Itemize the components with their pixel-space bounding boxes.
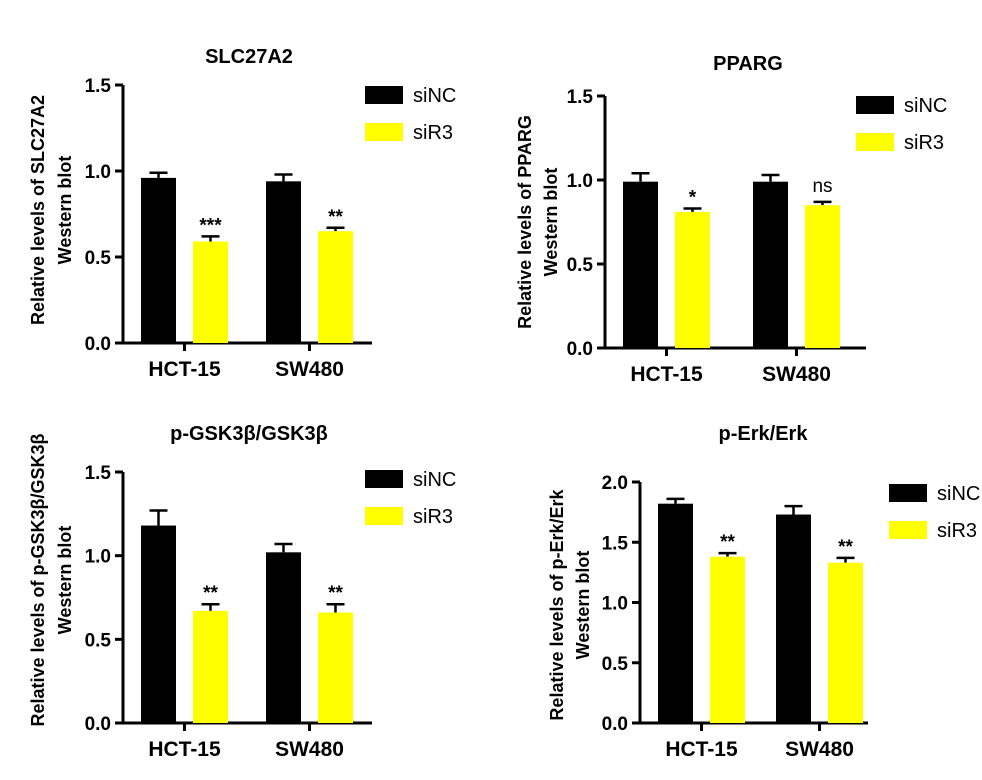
category-label: SW480 xyxy=(785,738,854,761)
y-tick-label: 1.0 xyxy=(567,171,593,192)
significance-label: * xyxy=(689,188,697,209)
bar-sir3-sw480 xyxy=(318,231,353,343)
y-axis-label-line-2: Western blot xyxy=(573,551,593,660)
chart-panel-3: p-GSK3β/GSK3β Relative levels of p-GSK3β/… xyxy=(28,423,456,761)
legend-label-sir3: siR3 xyxy=(937,520,977,542)
bar-sir3-sw480 xyxy=(318,612,353,723)
y-tick-label: 0.5 xyxy=(85,630,112,651)
category-label: HCT-15 xyxy=(665,738,738,761)
y-tick-label: 0.5 xyxy=(602,654,629,675)
legend-swatch-sinc xyxy=(365,470,403,488)
significance-label: ** xyxy=(328,207,343,228)
y-tick-label: 0.0 xyxy=(85,334,111,355)
legend-swatch-sir3 xyxy=(365,123,403,141)
bar-sir3-hct-15 xyxy=(193,610,228,723)
chart-title: PPARG xyxy=(713,53,783,75)
significance-label: ns xyxy=(812,176,832,197)
chart-title: p-Erk/Erk xyxy=(719,423,809,445)
legend-label-sinc: siNC xyxy=(904,95,947,117)
legend-label-sinc: siNC xyxy=(413,85,456,107)
legend-label-sinc: siNC xyxy=(937,483,980,505)
legend-swatch-sinc xyxy=(365,86,403,104)
significance-label: ** xyxy=(328,583,343,604)
bar-sinc-hct-15 xyxy=(141,525,176,723)
legend-swatch-sinc xyxy=(856,96,894,114)
chart-panel-4: p-Erk/Erk Relative levels of p-Erk/Erk Wes… xyxy=(547,423,980,761)
y-tick-label: 2.0 xyxy=(602,473,628,494)
bar-sir3-hct-15 xyxy=(193,241,228,343)
category-label: SW480 xyxy=(275,738,344,761)
legend-label-sinc: siNC xyxy=(413,469,456,491)
y-axis-label-line-1: Relative levels of PPARG xyxy=(515,115,535,329)
y-axis-label-line-1: Relative levels of p-Erk/Erk xyxy=(547,488,567,720)
y-tick-label: 1.0 xyxy=(85,162,111,183)
bar-sir3-hct-15 xyxy=(675,211,710,348)
legend-label-sir3: siR3 xyxy=(904,132,944,154)
category-label: SW480 xyxy=(275,358,344,381)
chart-title: p-GSK3β/GSK3β xyxy=(170,423,328,445)
category-label: HCT-15 xyxy=(630,363,703,386)
legend-swatch-sir3 xyxy=(365,507,403,525)
y-tick-label: 0.5 xyxy=(567,255,594,276)
y-tick-label: 0.0 xyxy=(567,339,593,360)
category-label: SW480 xyxy=(762,363,831,386)
legend-label-sir3: siR3 xyxy=(413,122,453,144)
significance-label: ** xyxy=(203,583,218,604)
y-axis-label-line-2: Western blot xyxy=(55,526,75,635)
significance-label: ** xyxy=(838,537,853,558)
bar-sinc-sw480 xyxy=(753,181,788,348)
legend-swatch-sinc xyxy=(889,484,927,502)
bar-sir3-hct-15 xyxy=(710,556,745,723)
bar-sinc-sw480 xyxy=(266,552,301,723)
category-label: HCT-15 xyxy=(148,358,221,381)
bar-sir3-sw480 xyxy=(828,562,863,723)
y-axis-label-line-1: Relative levels of p-GSK3β/GSK3β xyxy=(28,433,48,726)
significance-label: ** xyxy=(720,532,735,553)
legend-swatch-sir3 xyxy=(856,133,894,151)
y-tick-label: 0.0 xyxy=(602,714,628,735)
y-tick-label: 0.5 xyxy=(85,248,112,269)
chart-panel-2: PPARG Relative levels of PPARG Western blo… xyxy=(515,53,947,386)
legend-label-sir3: siR3 xyxy=(413,506,453,528)
chart-panel-1: SLC27A2 Relative levels of SLC27A2 Western… xyxy=(28,46,456,381)
y-tick-label: 1.5 xyxy=(567,87,594,108)
y-tick-label: 1.5 xyxy=(85,76,112,97)
y-tick-label: 0.0 xyxy=(85,714,111,735)
category-label: HCT-15 xyxy=(148,738,221,761)
bar-sir3-sw480 xyxy=(805,205,840,348)
y-tick-label: 1.0 xyxy=(85,547,111,568)
y-tick-label: 1.0 xyxy=(602,594,628,615)
y-axis-label-line-1: Relative levels of SLC27A2 xyxy=(28,95,48,325)
y-tick-label: 1.5 xyxy=(602,533,629,554)
y-axis-label-line-2: Western blot xyxy=(541,168,561,277)
bar-sinc-hct-15 xyxy=(658,503,693,723)
legend-swatch-sir3 xyxy=(889,521,927,539)
y-axis-label-line-2: Western blot xyxy=(55,156,75,265)
bar-sinc-hct-15 xyxy=(623,181,658,348)
bar-sinc-sw480 xyxy=(266,181,301,343)
y-tick-label: 1.5 xyxy=(85,463,112,484)
bar-sinc-sw480 xyxy=(776,514,811,723)
significance-label: *** xyxy=(199,215,222,236)
chart-title: SLC27A2 xyxy=(205,46,293,68)
bar-sinc-hct-15 xyxy=(141,177,176,343)
